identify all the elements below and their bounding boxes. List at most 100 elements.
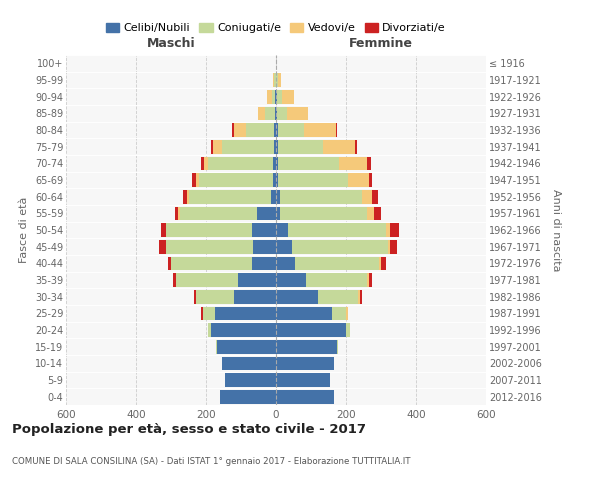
Bar [194,290,196,304]
Bar [272,173,276,187]
Bar [173,273,176,287]
Bar [367,273,369,287]
Bar [277,90,282,104]
Y-axis label: Fasce di età: Fasce di età [19,197,29,263]
Bar [176,273,238,287]
Bar [204,156,208,170]
Bar [192,173,196,187]
Bar [346,306,348,320]
Y-axis label: Anni di nascita: Anni di nascita [551,188,561,271]
Bar [278,123,304,137]
Bar [211,323,276,337]
Bar [280,206,367,220]
Bar [274,140,276,153]
Text: Popolazione per età, sesso e stato civile - 2017: Popolazione per età, sesso e stato civil… [12,422,366,436]
Bar [386,223,390,237]
Bar [159,240,166,254]
Bar [278,173,348,187]
Bar [282,90,294,104]
Bar [360,290,362,304]
Bar [276,340,337,353]
Bar [180,206,257,220]
Bar [374,206,381,220]
Bar [272,73,274,87]
Bar [171,256,251,270]
Bar [276,356,334,370]
Bar [369,173,372,187]
Bar [203,306,215,320]
Bar [201,306,203,320]
Bar [276,206,280,220]
Bar [257,206,276,220]
Bar [390,240,397,254]
Bar [167,256,171,270]
Bar [276,390,334,404]
Bar [276,106,277,120]
Bar [275,90,276,104]
Bar [323,140,355,153]
Bar [276,140,278,153]
Bar [367,206,374,220]
Bar [346,323,349,337]
Bar [388,240,390,254]
Bar [318,290,358,304]
Bar [276,123,278,137]
Bar [265,106,275,120]
Bar [215,306,276,320]
Bar [216,340,217,353]
Bar [222,356,276,370]
Bar [306,273,367,287]
Bar [251,223,276,237]
Bar [217,340,276,353]
Bar [369,273,372,287]
Bar [220,390,276,404]
Bar [258,106,265,120]
Bar [211,140,213,153]
Bar [208,323,211,337]
Bar [278,156,339,170]
Bar [276,306,332,320]
Bar [274,123,276,137]
Bar [276,240,292,254]
Bar [234,290,276,304]
Bar [246,123,274,137]
Bar [183,190,187,203]
Bar [196,290,234,304]
Bar [276,156,278,170]
Bar [292,240,388,254]
Bar [161,223,166,237]
Bar [201,156,204,170]
Bar [276,173,278,187]
Bar [276,90,277,104]
Bar [275,106,276,120]
Bar [266,90,272,104]
Bar [277,106,287,120]
Bar [166,240,253,254]
Bar [367,156,371,170]
Bar [295,256,379,270]
Bar [390,223,398,237]
Bar [225,373,276,387]
Bar [232,123,234,137]
Bar [381,256,386,270]
Bar [272,156,276,170]
Bar [251,256,276,270]
Bar [187,190,188,203]
Bar [276,223,288,237]
Bar [276,373,330,387]
Bar [355,140,356,153]
Bar [175,206,178,220]
Text: Maschi: Maschi [146,37,196,50]
Bar [208,156,272,170]
Bar [276,273,306,287]
Bar [276,190,280,203]
Bar [280,190,362,203]
Bar [335,123,337,137]
Bar [238,273,276,287]
Bar [304,123,335,137]
Bar [188,190,271,203]
Bar [196,173,199,187]
Bar [278,73,281,87]
Bar [287,106,308,120]
Bar [278,140,323,153]
